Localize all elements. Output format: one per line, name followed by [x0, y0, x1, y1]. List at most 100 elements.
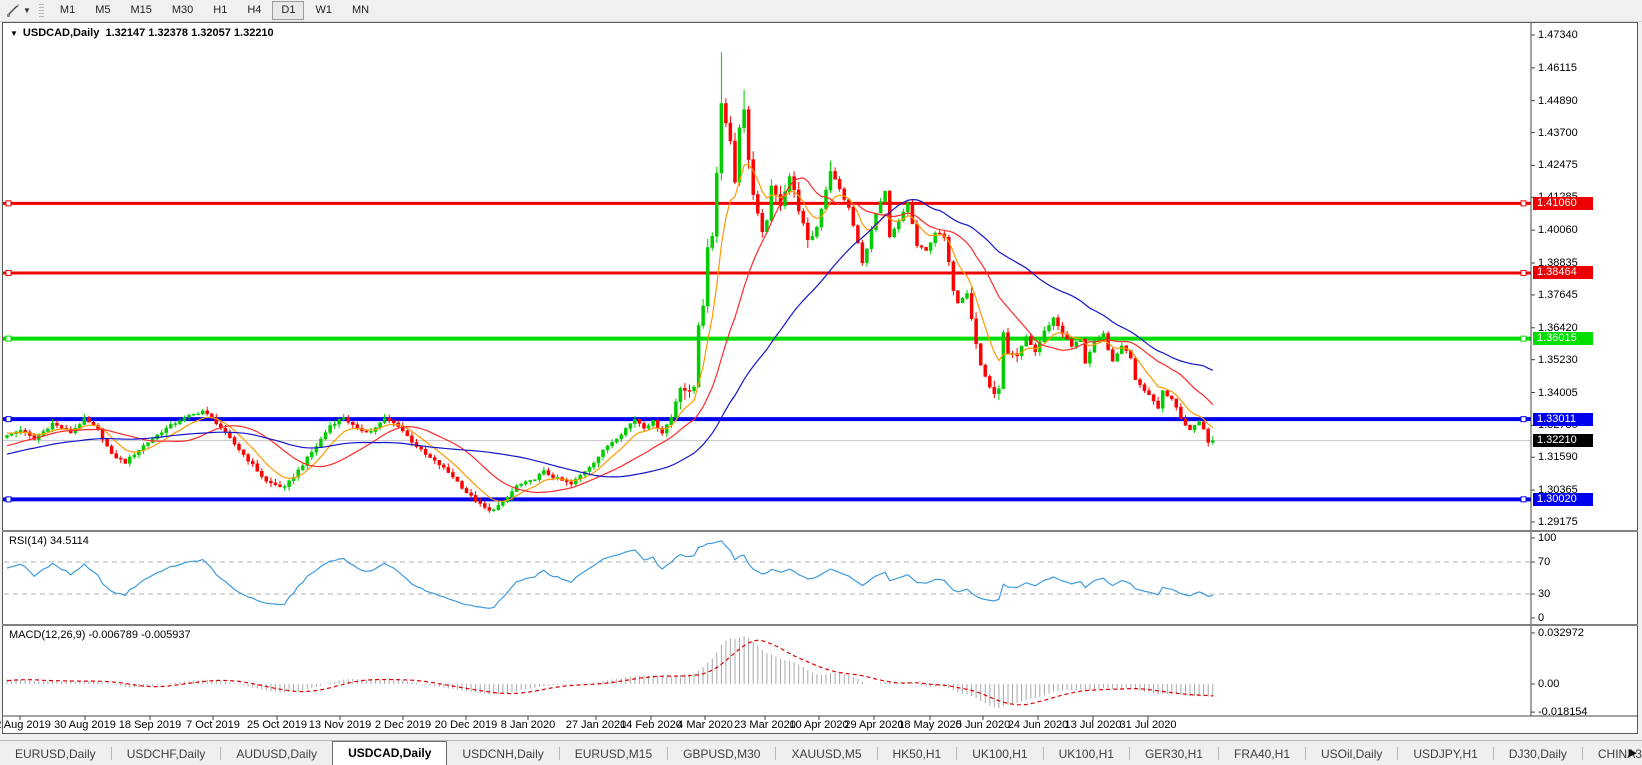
- date-axis-label: 31 Jul 2020: [1119, 719, 1177, 731]
- date-axis-label: 18 May 2020: [898, 719, 962, 731]
- date-axis-label: 13 Nov 2019: [308, 719, 372, 731]
- chart-tab-usdchf-daily[interactable]: USDCHF,Daily: [126, 747, 206, 761]
- date-axis-label: 12 Aug 2019: [0, 719, 51, 731]
- rsi-axis-label: 0: [1538, 612, 1545, 624]
- rsi-axis-label: 70: [1538, 556, 1551, 568]
- price-tick-label: 1.37645: [1538, 288, 1578, 301]
- chart-title-caret-icon: ▼: [10, 29, 18, 38]
- chart-tab-usdcad-daily[interactable]: USDCAD,Daily: [332, 741, 448, 765]
- chart-tab-usdcnh-daily[interactable]: USDCNH,Daily: [462, 747, 544, 761]
- price-tick-label: 1.29175: [1538, 516, 1578, 528]
- chart-tab-uk100-h1[interactable]: UK100,H1: [972, 747, 1028, 761]
- pane-separator-rsi[interactable]: [2, 530, 1638, 532]
- timeframe-button-h1[interactable]: H1: [213, 4, 228, 16]
- tab-divider: [1128, 747, 1130, 760]
- tab-divider: [1305, 747, 1307, 760]
- tab-divider: [1397, 747, 1399, 760]
- timeframe-button-w1[interactable]: W1: [315, 4, 332, 16]
- chart-tab-china300-h4[interactable]: CHINA300,H4: [1597, 747, 1642, 761]
- tab-divider: [220, 747, 222, 760]
- price-tick-label: 1.40060: [1538, 224, 1578, 237]
- date-axis-label: 30 Aug 2019: [54, 719, 116, 731]
- timeframe-buttons: M1 M5 M15 M30 H1 H4 D1 W1 MN: [50, 1, 379, 20]
- price-tick-label: 1.44890: [1538, 94, 1578, 107]
- chart-title: ▼ USDCAD,Daily 1.32147 1.32378 1.32057 1.…: [10, 27, 274, 39]
- date-axis-label: 24 Jun 2020: [1007, 719, 1069, 731]
- tab-divider: [1217, 747, 1219, 760]
- date-axis-label: 27 Jan 2020: [565, 719, 627, 731]
- chart-tab-gbpusd-m30[interactable]: GBPUSD,M30: [683, 747, 761, 761]
- timeframe-toolbar: ▼ M1 M5 M15 M30 H1 H4 D1 W1 MN: [0, 0, 1642, 22]
- tool-dropdown-caret-icon[interactable]: ▼: [23, 6, 31, 15]
- tab-divider: [775, 747, 777, 760]
- chart-title-symbol: USDCAD,Daily: [22, 27, 100, 39]
- hline-price-flag: 1.36015: [1533, 332, 1593, 346]
- date-axis-label: 4 Mar 2020: [677, 719, 733, 731]
- chart-tab-eurusd-daily[interactable]: EURUSD,Daily: [15, 747, 96, 761]
- chart-tab-bar: EURUSD,Daily USDCHF,Daily AUDUSD,Daily USDC…: [0, 740, 1642, 765]
- rsi-axis-label: 100: [1538, 532, 1557, 544]
- rsi-indicator-label: RSI(14) 34.5114: [9, 535, 89, 547]
- timeframe-button-m15[interactable]: M15: [130, 4, 152, 16]
- tab-divider: [558, 747, 560, 760]
- chart-tab-xauusd-m5[interactable]: XAUUSD,M5: [791, 747, 862, 761]
- timeframe-button-d1[interactable]: D1: [272, 1, 305, 20]
- timeframe-button-mn[interactable]: MN: [351, 4, 370, 16]
- date-axis-label: 10 Apr 2020: [789, 719, 849, 731]
- date-axis-label: 18 Sep 2019: [118, 719, 182, 731]
- chart-tab-usoil-daily[interactable]: USOil,Daily: [1321, 747, 1383, 761]
- date-axis-label: 29 Apr 2020: [844, 719, 904, 731]
- date-axis-label: 23 Mar 2020: [734, 719, 796, 731]
- hline-price-flag: 1.33011: [1533, 412, 1593, 426]
- timeframe-button-m30[interactable]: M30: [171, 4, 194, 16]
- date-axis-label: 8 Jan 2020: [500, 719, 556, 731]
- date-axis-label: 7 Oct 2019: [186, 719, 240, 731]
- macd-indicator-label: MACD(12,26,9) -0.006789 -0.005937: [9, 629, 191, 641]
- price-tick-label: 1.35230: [1538, 353, 1578, 366]
- tab-scroll-right-icon[interactable]: ▶: [1628, 747, 1637, 759]
- price-tick-label: 1.46115: [1538, 61, 1577, 74]
- macd-axis-label: 0.00: [1538, 678, 1560, 690]
- chart-tab-hk50-h1[interactable]: HK50,H1: [892, 747, 942, 761]
- price-tick-label: 1.36420: [1538, 321, 1578, 334]
- timeframe-button-h4[interactable]: H4: [247, 4, 262, 16]
- price-tick-label: 1.47340: [1538, 29, 1578, 41]
- macd-axis-label: -0.018154: [1538, 706, 1588, 719]
- chart-canvas[interactable]: [2, 22, 1638, 734]
- timeframe-button-m5[interactable]: M5: [95, 4, 111, 16]
- date-axis-label: 25 Oct 2019: [247, 719, 307, 731]
- chart-tab-ger30-h1[interactable]: GER30,H1: [1144, 747, 1203, 761]
- tab-divider: [1042, 747, 1044, 760]
- chart-tab-uk100-h1[interactable]: UK100,H1: [1058, 747, 1114, 761]
- toolbar-grip: [38, 3, 44, 18]
- date-axis-label: 5 Jun 2020: [955, 719, 1011, 731]
- date-axis-label: 14 Feb 2020: [620, 719, 682, 731]
- tab-divider: [956, 747, 958, 760]
- chart-tab-usdjpy-h1[interactable]: USDJPY,H1: [1413, 747, 1478, 761]
- hline-price-flag: 1.30020: [1533, 492, 1593, 506]
- price-tick-label: 1.42475: [1538, 159, 1578, 172]
- date-axis-label: 2 Dec 2019: [374, 719, 432, 731]
- tab-divider: [876, 747, 878, 760]
- chart-tab-eurusd-m15[interactable]: EURUSD,M15: [574, 747, 653, 761]
- rsi-axis-label: 30: [1538, 588, 1551, 600]
- trendline-cursor-icon[interactable]: [3, 3, 23, 19]
- pane-separator-macd[interactable]: [2, 624, 1638, 626]
- tab-divider: [1581, 747, 1583, 760]
- chart-tab-audusd-daily[interactable]: AUDUSD,Daily: [236, 747, 318, 761]
- price-tick-label: 1.38835: [1538, 257, 1578, 270]
- chart-tab-dj30-daily[interactable]: DJ30,Daily: [1508, 747, 1567, 761]
- tab-divider: [1492, 747, 1494, 760]
- current-price-flag: 1.32210: [1533, 434, 1593, 448]
- tab-divider: [110, 747, 112, 760]
- date-axis-label: 20 Dec 2019: [434, 719, 498, 731]
- tab-divider: [667, 747, 669, 760]
- hline-price-flag: 1.38464: [1533, 266, 1593, 280]
- macd-axis-label: 0.032972: [1538, 626, 1584, 639]
- price-tick-label: 1.31590: [1538, 451, 1578, 464]
- price-tick-label: 1.43700: [1538, 126, 1578, 139]
- hline-price-flag: 1.41060: [1533, 196, 1593, 210]
- timeframe-button-m1[interactable]: M1: [59, 4, 76, 16]
- chart-tab-fra40-h1[interactable]: FRA40,H1: [1233, 747, 1291, 761]
- price-tick-label: 1.34005: [1538, 386, 1578, 399]
